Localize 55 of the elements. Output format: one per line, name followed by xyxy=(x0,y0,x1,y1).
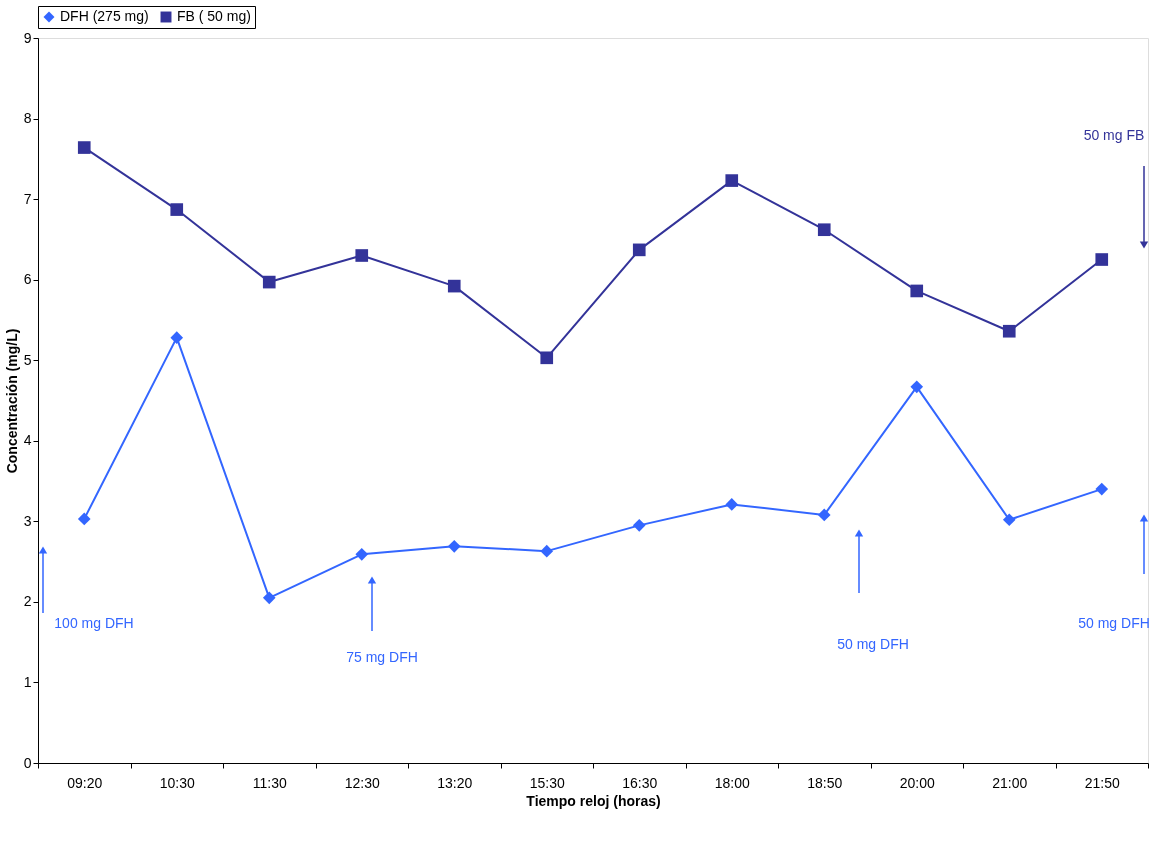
point xyxy=(77,512,91,526)
point xyxy=(170,331,184,344)
point xyxy=(447,279,461,293)
annotation: 50 mg FB xyxy=(1083,127,1145,143)
point xyxy=(910,380,924,394)
y-tick-label: 6 xyxy=(23,271,32,288)
x-tick-label: 18:00 xyxy=(714,774,750,791)
y-tick-label: 3 xyxy=(23,512,32,529)
point xyxy=(1002,324,1016,338)
point xyxy=(355,548,369,561)
x-tick-label: 10:30 xyxy=(159,774,195,791)
annotation: 50 mg DFH xyxy=(1078,615,1150,631)
x-tick-label: 15:30 xyxy=(529,774,565,791)
y-tick-label: 4 xyxy=(23,432,32,449)
point xyxy=(540,544,554,558)
y-tick-label: 1 xyxy=(23,673,32,690)
annotation: 50 mg DFH xyxy=(837,636,909,652)
x-tick-label: 21:00 xyxy=(992,774,1028,791)
point xyxy=(910,284,924,298)
point xyxy=(447,539,461,553)
y-tick-label: 7 xyxy=(23,190,32,207)
y-tick-label: 8 xyxy=(23,110,32,127)
point xyxy=(725,174,739,187)
legend-label: FB ( 50 mg) xyxy=(177,8,251,24)
y-tick-label: 2 xyxy=(23,593,32,610)
x-tick-label: 09:20 xyxy=(67,774,103,791)
point xyxy=(817,508,831,522)
x-tick-label: 16:30 xyxy=(622,774,658,791)
x-tick-label: 21:50 xyxy=(1084,774,1120,791)
y-tick-label: 0 xyxy=(23,754,32,771)
point xyxy=(1002,513,1016,527)
point xyxy=(1095,253,1109,266)
y-tick-label: 5 xyxy=(23,351,32,368)
x-tick-label: 11:30 xyxy=(252,774,287,791)
x-tick-label: 20:00 xyxy=(899,774,935,791)
point xyxy=(170,203,184,216)
legend-label: DFH (275 mg) xyxy=(60,8,149,24)
point xyxy=(77,141,91,154)
annotation: 75 mg DFH xyxy=(346,649,418,665)
annotation: 100 mg DFH xyxy=(54,615,134,631)
x-tick-label: 12:30 xyxy=(344,774,380,791)
point xyxy=(632,519,646,532)
x-tick-label: 18:50 xyxy=(807,774,843,791)
point xyxy=(355,249,369,262)
point xyxy=(725,498,739,511)
x-tick-label: 13:20 xyxy=(437,774,473,791)
point xyxy=(540,351,554,365)
point xyxy=(632,243,646,257)
x-axis-title: Tiempo reloj (horas) xyxy=(526,792,661,809)
point xyxy=(1095,482,1109,496)
point xyxy=(817,223,831,237)
y-tick-label: 9 xyxy=(23,29,32,46)
point xyxy=(262,275,276,289)
y-axis-title: Concentración (mg/L) xyxy=(3,328,20,474)
point xyxy=(262,591,276,605)
